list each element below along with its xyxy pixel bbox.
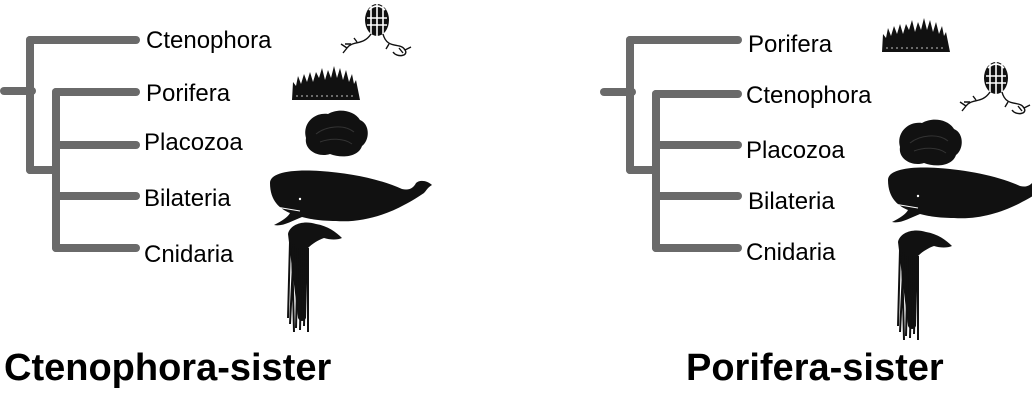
hydra-icon [897,229,953,341]
left-taxon-label-3: Placozoa [144,129,243,156]
sperm-whale-icon [269,170,433,226]
placozoan-icon [304,110,369,157]
left-taxon-label-2: Porifera [146,80,231,107]
right-taxon-label-3: Placozoa [746,137,845,164]
sponge-icon [881,17,951,53]
comb-jelly-icon [959,61,1031,115]
left-tree: Ctenophora Porifera Placozoa Bilateria C… [0,3,433,389]
placozoan-icon [898,119,963,166]
comb-jelly-icon [340,3,412,57]
hydra-icon [287,221,343,333]
right-tree-title: Porifera-sister [686,347,944,389]
right-tree-branches [600,36,742,252]
left-taxon-label-4: Bilateria [144,185,231,212]
sperm-whale-icon [887,167,1032,223]
left-taxon-label-1: Ctenophora [146,27,272,54]
sponge-icon [291,65,361,101]
right-taxon-label-1: Porifera [748,31,833,58]
left-taxon-label-5: Cnidaria [144,241,234,268]
right-taxon-label-2: Ctenophora [746,82,872,109]
left-tree-branches [0,36,140,252]
right-taxon-label-4: Bilateria [748,188,835,215]
right-tree: Porifera Ctenophora Placozoa Bilateria C… [600,17,1032,389]
left-tree-title: Ctenophora-sister [4,347,331,389]
right-taxon-label-5: Cnidaria [746,239,836,266]
